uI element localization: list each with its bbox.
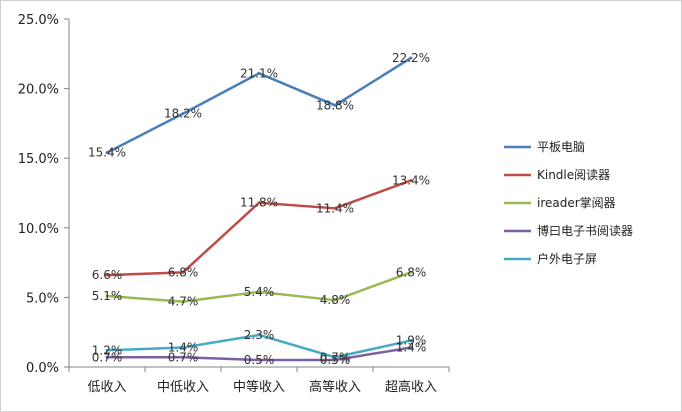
x-tick-label: 中低收入 (157, 380, 209, 395)
legend-item: 博曰电子书阅读器 (504, 223, 633, 238)
data-point (257, 201, 261, 205)
data-point (333, 355, 337, 359)
y-tick-label: 10.0% (18, 222, 59, 237)
data-label: 18.8% (316, 98, 354, 112)
x-tick-label: 中等收入 (233, 379, 285, 395)
data-point (333, 298, 337, 302)
data-point (181, 112, 185, 116)
data-point (181, 300, 185, 304)
data-point (105, 294, 109, 298)
data-point (105, 348, 109, 352)
legend-label: 博曰电子书阅读器 (537, 223, 633, 238)
series-layer (105, 56, 413, 362)
data-point (257, 333, 261, 337)
y-tick-label: 15.0% (18, 152, 59, 167)
legend-label: Kindle阅读器 (537, 168, 610, 182)
data-label: 13.4% (392, 173, 430, 187)
x-tick-label: 超高收入 (385, 379, 437, 395)
data-label: 1.2% (92, 343, 123, 357)
data-point (409, 346, 413, 350)
data-label: 1.9% (396, 334, 427, 348)
series-line-1 (105, 179, 413, 277)
data-label: 6.8% (396, 265, 427, 279)
data-label: 1.4% (396, 341, 427, 355)
data-label: 4.7% (168, 295, 199, 309)
data-label: 2.3% (244, 328, 275, 342)
legend-item: ireader掌阅器 (504, 196, 616, 210)
legend-label: 户外电子屏 (537, 251, 597, 266)
data-point (105, 151, 109, 155)
data-point (181, 270, 185, 274)
y-tick-label: 0.0% (26, 361, 59, 376)
data-label: 0.7% (92, 350, 123, 364)
y-tick-label: 25.0% (18, 13, 59, 28)
data-point (333, 358, 337, 362)
data-label: 22.2% (392, 51, 430, 65)
data-label: 0.5% (244, 353, 275, 367)
y-tick-label: 20.0% (18, 83, 59, 98)
data-label: 5.1% (92, 289, 123, 303)
data-point (257, 71, 261, 75)
x-tick-label: 低收入 (87, 380, 126, 395)
data-point (105, 355, 109, 359)
data-label: 0.5% (320, 353, 351, 367)
data-label: 0.7% (320, 350, 351, 364)
data-point (409, 270, 413, 274)
data-point (333, 206, 337, 210)
data-point (257, 358, 261, 362)
legend-item: 户外电子屏 (504, 251, 597, 266)
y-tick-label: 5.0% (26, 291, 59, 306)
data-point (409, 178, 413, 182)
data-label: 21.1% (240, 66, 278, 80)
legend-label: 平板电脑 (537, 140, 585, 154)
data-label: 11.4% (316, 201, 354, 215)
data-point (409, 56, 413, 60)
data-point (409, 339, 413, 343)
data-label: 6.6% (92, 268, 123, 282)
data-labels-layer: 15.4% 18.2% 21.1% 18.8% 22.2% 6.6% 6.8% 11.8% 11… (88, 51, 430, 367)
data-point (257, 290, 261, 294)
legend-label: ireader掌阅器 (537, 196, 616, 210)
legend-item: Kindle阅读器 (504, 168, 610, 182)
data-point (181, 346, 185, 350)
data-label: 1.4% (168, 341, 199, 355)
data-label: 5.4% (244, 285, 275, 299)
axes: 0.0% 5.0% 10.0% 15.0% 20.0% 25.0% 低收入 中低收入 中等收入 高… (18, 13, 450, 395)
data-label: 0.7% (168, 350, 199, 364)
data-point (105, 273, 109, 277)
legend-item: 平板电脑 (504, 140, 585, 154)
data-label: 6.8% (168, 265, 199, 279)
data-label: 15.4% (88, 146, 126, 160)
x-tick-label: 高等收入 (309, 379, 361, 395)
data-label: 11.8% (240, 196, 278, 210)
data-point (333, 103, 337, 107)
data-label: 18.2% (164, 107, 202, 121)
data-label: 4.8% (320, 293, 351, 307)
data-point (181, 355, 185, 359)
